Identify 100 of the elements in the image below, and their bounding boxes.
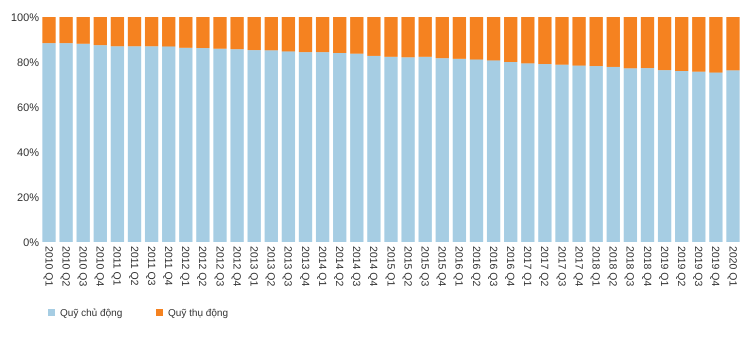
x-tick-label: 2011 Q3	[144, 246, 157, 286]
bar	[282, 17, 296, 52]
x-tick-label: 2019 Q4	[709, 246, 722, 286]
x-tick-label: 2020 Q1	[726, 246, 738, 286]
x-tick-label: 2011 Q2	[128, 246, 140, 286]
bar	[590, 66, 603, 242]
bar	[298, 52, 312, 242]
bar	[658, 70, 672, 242]
bar	[316, 52, 330, 242]
x-tick-label: 2015 Q2	[401, 246, 414, 286]
x-tick-label: 2016 Q4	[504, 246, 516, 286]
bar	[248, 17, 261, 50]
bar	[350, 54, 364, 242]
bar	[162, 17, 176, 46]
x-tick-label: 2017 Q4	[572, 246, 584, 286]
x-tick-label: 2017 Q3	[555, 246, 568, 286]
bar	[384, 56, 398, 242]
x-tick-label: 2019 Q2	[675, 246, 688, 286]
bar	[59, 17, 73, 44]
bar	[452, 17, 466, 59]
x-tick-label: 2015 Q1	[384, 246, 396, 286]
x-tick-label: 2013 Q1	[248, 246, 260, 286]
x-tick-label: 2010 Q2	[59, 246, 72, 286]
bar	[401, 57, 415, 242]
bar	[333, 17, 346, 53]
bar	[367, 56, 381, 242]
bar	[196, 17, 210, 48]
y-tick-label: 100%	[10, 12, 40, 24]
bar	[316, 17, 330, 52]
bar	[504, 62, 518, 242]
bar	[248, 50, 261, 242]
bar	[452, 58, 466, 242]
y-tick-label: 0%	[23, 236, 40, 249]
bar	[470, 60, 484, 242]
bar	[538, 64, 552, 242]
bar	[418, 17, 432, 57]
bar	[264, 17, 278, 50]
bar	[418, 56, 432, 242]
bar	[350, 17, 364, 54]
bar	[538, 17, 552, 64]
bar	[298, 17, 312, 52]
bar	[230, 17, 244, 50]
bar	[590, 17, 603, 66]
x-tick-label: 2013 Q2	[264, 246, 277, 286]
x-tick-label: 2018 Q4	[640, 246, 653, 286]
x-tick-label: 2017 Q2	[538, 246, 550, 286]
x-tick-label: 2010 Q1	[42, 246, 54, 286]
bar	[521, 63, 534, 242]
x-tick-label: 2012 Q3	[213, 246, 226, 286]
bar	[144, 17, 158, 46]
x-tick-label: 2012 Q2	[196, 246, 208, 286]
bar	[59, 43, 73, 242]
bar	[144, 46, 158, 242]
x-tick-label: 2015 Q4	[436, 246, 448, 286]
bar	[162, 46, 176, 242]
x-tick-label: 2018 Q3	[624, 246, 636, 286]
x-tick-label: 2018 Q1	[590, 246, 602, 286]
x-tick-label: 2013 Q3	[282, 246, 294, 286]
bar	[675, 71, 688, 242]
x-tick-label: 2011 Q4	[162, 246, 174, 286]
x-tick-label: 2016 Q2	[470, 246, 482, 286]
bar	[76, 17, 90, 44]
bar	[658, 17, 672, 70]
bar	[94, 45, 107, 242]
bar	[436, 17, 449, 58]
bar	[709, 17, 723, 73]
bar	[555, 64, 569, 242]
x-tick-label: 2012 Q1	[179, 246, 192, 286]
bar	[42, 17, 56, 44]
x-tick-label: 2017 Q1	[521, 246, 534, 286]
y-tick-label: 60%	[16, 102, 40, 114]
bar	[230, 49, 244, 242]
bar	[726, 70, 740, 242]
bar	[76, 44, 90, 242]
bar	[555, 17, 569, 65]
y-tick-label: 40%	[16, 146, 40, 159]
bar	[179, 48, 192, 242]
bar	[282, 51, 296, 242]
y-tick-label: 20%	[16, 192, 40, 204]
bar	[179, 17, 192, 48]
bar	[675, 17, 688, 71]
legend-label: Quỹ chủ động	[60, 308, 122, 319]
x-tick-label: 2010 Q3	[76, 246, 89, 286]
bar	[624, 17, 638, 68]
x-tick-label: 2019 Q3	[692, 246, 704, 286]
x-tick-label: 2015 Q3	[418, 246, 431, 286]
x-tick-label: 2014 Q1	[316, 246, 328, 286]
x-tick-label: 2014 Q4	[367, 246, 380, 286]
bar	[110, 17, 124, 46]
bar	[128, 17, 142, 46]
bar	[470, 17, 484, 60]
bar	[128, 46, 142, 242]
x-tick-label: 2010 Q4	[94, 246, 106, 286]
bar	[692, 72, 706, 242]
bar	[486, 17, 500, 60]
bar	[709, 72, 723, 242]
bar	[110, 46, 124, 242]
bar	[264, 50, 278, 242]
bar	[726, 17, 740, 70]
bar	[384, 17, 398, 57]
